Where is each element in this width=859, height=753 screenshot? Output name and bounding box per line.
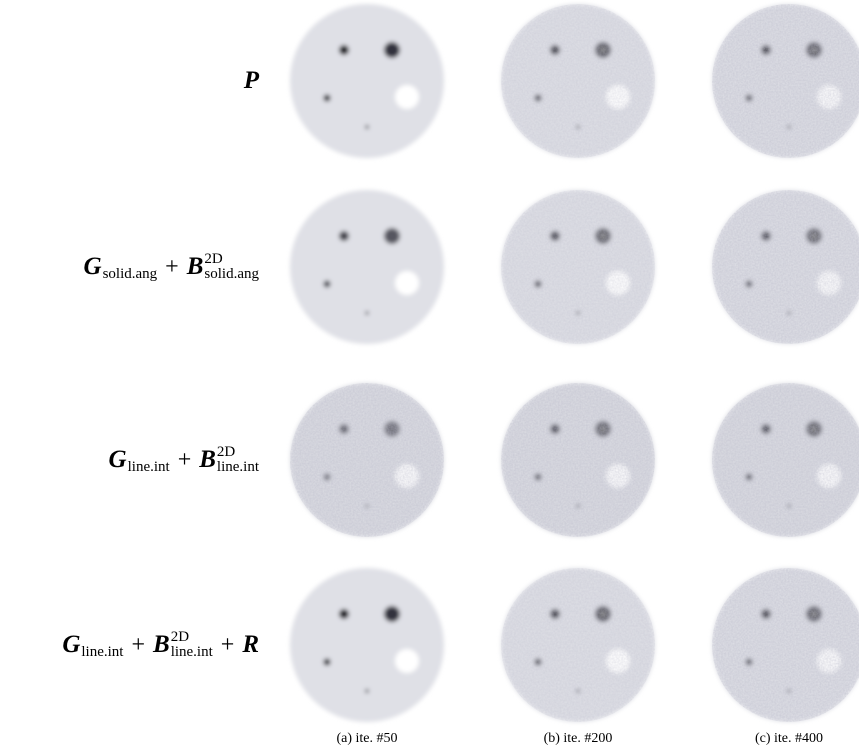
- subscript: line.int: [171, 645, 213, 660]
- symbol: G: [84, 253, 102, 281]
- hot-spot: [384, 42, 400, 58]
- noise: [712, 190, 859, 344]
- cold-spot: [395, 649, 419, 673]
- hot-spot: [339, 45, 349, 55]
- phantom-disk: [290, 568, 444, 722]
- phantom-image: [290, 4, 444, 158]
- symbol: R: [242, 631, 259, 659]
- hot-spot: [324, 281, 331, 288]
- symbol: G: [109, 446, 127, 474]
- superscript: 2D: [204, 252, 259, 267]
- phantom: [290, 4, 444, 158]
- phantom-image: [712, 4, 859, 158]
- operator: +: [131, 632, 145, 659]
- tiny-spot: [365, 311, 369, 315]
- phantom: [290, 568, 444, 722]
- phantom-image: [501, 568, 655, 722]
- symbol: B: [199, 446, 216, 474]
- noise: [501, 383, 655, 537]
- symbol: P: [244, 67, 259, 95]
- superscript: 2D: [171, 630, 213, 645]
- column-caption: (c) ite. #400: [709, 731, 859, 747]
- column-caption: (b) ite. #200: [498, 731, 658, 747]
- cold-spot: [395, 271, 419, 295]
- noise: [712, 4, 859, 158]
- phantom-image: [290, 568, 444, 722]
- subscript: solid.ang: [204, 267, 259, 282]
- hot-spot: [384, 228, 400, 244]
- noise: [712, 383, 859, 537]
- figure: PGsolid.ang+B2Dsolid.angGline.int+B2Dlin…: [0, 0, 859, 753]
- cold-spot: [395, 85, 419, 109]
- noise: [501, 568, 655, 722]
- phantom-disk: [290, 190, 444, 344]
- noise: [501, 190, 655, 344]
- subscript: line.int: [81, 644, 123, 661]
- noise: [501, 4, 655, 158]
- tiny-spot: [365, 125, 369, 129]
- phantom-image: [712, 383, 859, 537]
- operator: +: [221, 632, 235, 659]
- noise: [290, 383, 444, 537]
- phantom: [290, 190, 444, 344]
- hot-spot: [339, 231, 349, 241]
- noise: [712, 568, 859, 722]
- symbol: B: [187, 253, 204, 281]
- hot-spot: [324, 95, 331, 102]
- column-caption: (a) ite. #50: [287, 731, 447, 747]
- hot-spot: [339, 609, 349, 619]
- phantom-image: [501, 190, 655, 344]
- phantom-image: [501, 4, 655, 158]
- tiny-spot: [365, 689, 369, 693]
- symbol: B: [153, 631, 170, 659]
- operator: +: [178, 447, 192, 474]
- subscript: solid.ang: [103, 266, 158, 283]
- operator: +: [165, 254, 179, 281]
- phantom-disk: [290, 4, 444, 158]
- row-label: P: [244, 67, 259, 95]
- superscript: 2D: [217, 445, 259, 460]
- subscript: line.int: [217, 460, 259, 475]
- phantom-image: [712, 190, 859, 344]
- phantom-image: [290, 190, 444, 344]
- phantom-image: [501, 383, 655, 537]
- hot-spot: [384, 606, 400, 622]
- subscript: line.int: [128, 459, 170, 476]
- symbol: G: [62, 631, 80, 659]
- phantom-image: [712, 568, 859, 722]
- hot-spot: [324, 659, 331, 666]
- phantom-image: [290, 383, 444, 537]
